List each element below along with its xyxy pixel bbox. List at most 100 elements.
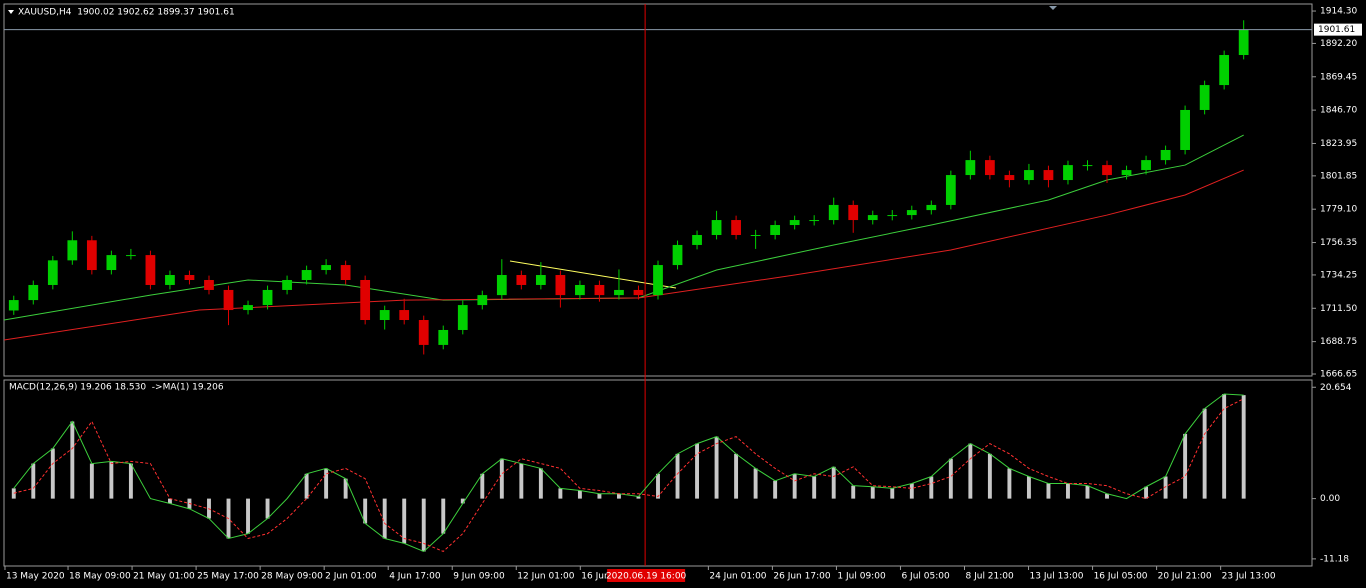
y-tick-label: -11.18: [1320, 554, 1349, 564]
candle-body: [1082, 165, 1093, 167]
candle-body: [1219, 55, 1230, 86]
candle-body: [1238, 29, 1249, 56]
shift-marker: [1049, 6, 1057, 10]
candle-body: [282, 279, 292, 290]
candle-body: [887, 215, 898, 217]
candle-body: [653, 265, 663, 296]
candle-body: [67, 240, 78, 261]
candle-body: [47, 260, 58, 285]
price-label: 1901.61: [1318, 25, 1355, 35]
candle-body: [516, 275, 527, 285]
candle-body: [204, 279, 214, 290]
y-tick-label: 1823.95: [1320, 139, 1357, 149]
candle-body: [86, 240, 97, 271]
candle-body: [985, 160, 995, 176]
y-tick-label: 1869.45: [1320, 72, 1357, 82]
y-tick-label: 1756.35: [1320, 238, 1357, 248]
candle-body: [614, 289, 624, 296]
candle-body: [1004, 175, 1015, 181]
x-tick-label: 2 Jun 01:00: [325, 572, 377, 582]
y-tick-label: 1666.65: [1320, 370, 1357, 380]
trend-line: [509, 260, 677, 289]
crosshair-label-box: [607, 569, 686, 582]
x-tick-label: 16 Jul 05:00: [1094, 572, 1148, 582]
x-tick-label: 13 Jul 13:00: [1030, 572, 1084, 582]
x-tick-label: 1 Jul 09:00: [837, 572, 886, 582]
candle-body: [945, 175, 956, 205]
macd-title: MACD(12,26,9) 19.206 18.530 ->MA(1) 19.2…: [9, 383, 224, 393]
candle-body: [360, 279, 371, 321]
x-tick-label: 8 Jul 21:00: [966, 572, 1015, 582]
x-tick-label: 4 Jun 17:00: [389, 572, 441, 582]
candle-body: [145, 255, 156, 285]
y-tick-label: 1846.70: [1320, 106, 1357, 116]
moving-average: [3, 169, 1244, 341]
candle-body: [711, 220, 722, 235]
candle-body: [477, 295, 488, 306]
candle-body: [165, 275, 175, 285]
candle-body: [457, 305, 468, 330]
candle-body: [1043, 170, 1054, 181]
candle-body: [1160, 149, 1171, 161]
candle-body: [106, 255, 117, 271]
candle-body: [223, 289, 234, 311]
candle-body: [321, 265, 331, 271]
candle-body: [126, 255, 136, 257]
y-tick-label: 1801.85: [1320, 171, 1357, 181]
macd-frame: [3, 379, 1313, 567]
candle-body: [399, 310, 410, 321]
candle-body: [8, 300, 19, 311]
main-frame: [3, 3, 1313, 377]
x-tick-label: 20 Jul 21:00: [1158, 572, 1212, 582]
y-tick-label: 1914.30: [1320, 7, 1357, 17]
candle-body: [301, 270, 312, 280]
price-label-box: [1314, 23, 1362, 36]
x-tick-label: 23 Jul 13:00: [1222, 572, 1276, 582]
y-tick-label: 1688.75: [1320, 337, 1357, 347]
candle-body: [692, 234, 702, 245]
candle-body: [438, 329, 449, 345]
y-tick-label: 0.00: [1320, 494, 1340, 504]
candle-body: [633, 289, 644, 296]
candle-body: [731, 220, 741, 235]
candle-body: [809, 220, 820, 222]
y-tick-label: 20.654: [1320, 383, 1352, 393]
candle-body: [1063, 165, 1073, 181]
menu-arrow[interactable]: [8, 10, 14, 14]
candle-body: [848, 204, 859, 221]
x-tick-label: 6 Jul 05:00: [901, 572, 950, 582]
candle-body: [750, 234, 761, 236]
candle-body: [965, 160, 976, 176]
candle-body: [379, 310, 390, 321]
candle-body: [28, 284, 39, 301]
candle-body: [1180, 109, 1190, 150]
candle-body: [1199, 85, 1210, 110]
candle-body: [926, 204, 937, 211]
candle-body: [184, 275, 195, 280]
y-tick-label: 1711.50: [1320, 304, 1357, 314]
chart-title: XAUUSD,H4 1900.02 1902.62 1899.37 1901.6…: [18, 8, 235, 18]
candle-body: [867, 215, 878, 221]
macd-line: [13, 393, 1244, 553]
crosshair-label: 2020.06.19 16:00: [606, 572, 687, 582]
x-tick-label: 24 Jun 01:00: [709, 572, 766, 582]
candle-body: [496, 275, 507, 296]
x-tick-label: 28 May 09:00: [261, 572, 323, 582]
candle-body: [535, 275, 546, 285]
candle-body: [262, 289, 273, 306]
candle-body: [1024, 170, 1034, 181]
candle-body: [770, 225, 781, 235]
x-tick-label: 9 Jun 09:00: [453, 572, 505, 582]
candle-body: [1141, 160, 1151, 171]
y-tick-label: 1734.25: [1320, 270, 1357, 280]
candle-body: [555, 275, 566, 296]
x-tick-label: 13 May 2020: [6, 572, 65, 582]
candle-body: [672, 244, 683, 266]
candle-body: [906, 210, 917, 216]
x-tick-label: 21 May 01:00: [133, 572, 195, 582]
candle-body: [1121, 170, 1132, 176]
x-tick-label: 25 May 17:00: [197, 572, 259, 582]
x-tick-label: 12 Jun 01:00: [517, 572, 574, 582]
